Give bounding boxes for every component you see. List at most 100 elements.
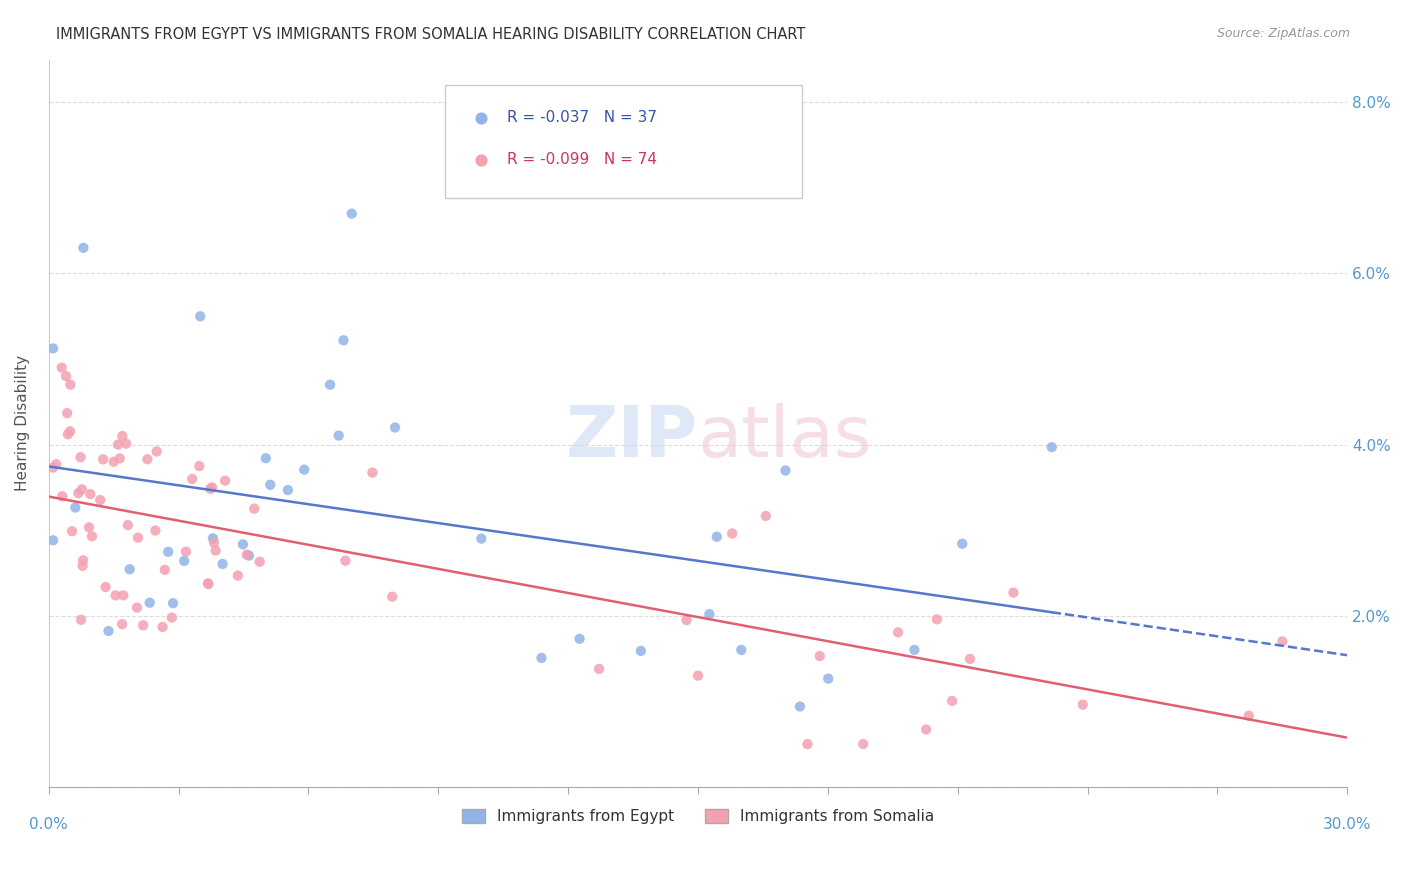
Point xyxy=(162,596,184,610)
Y-axis label: Hearing Disability: Hearing Disability xyxy=(15,355,30,491)
Point xyxy=(153,563,176,577)
Point xyxy=(56,406,79,420)
Point xyxy=(145,444,167,458)
Point xyxy=(941,694,963,708)
Point xyxy=(292,462,315,476)
Point xyxy=(91,452,114,467)
Point xyxy=(45,457,67,471)
Point xyxy=(59,377,82,392)
Point xyxy=(188,310,211,324)
Point xyxy=(107,437,129,451)
Point xyxy=(259,477,281,491)
Text: IMMIGRANTS FROM EGYPT VS IMMIGRANTS FROM SOMALIA HEARING DISABILITY CORRELATION : IMMIGRANTS FROM EGYPT VS IMMIGRANTS FROM… xyxy=(56,27,806,42)
Point xyxy=(55,369,77,384)
Point xyxy=(197,576,219,591)
Point xyxy=(197,577,219,591)
Point xyxy=(77,520,100,534)
Point xyxy=(125,600,148,615)
Point xyxy=(204,543,226,558)
Point xyxy=(65,500,87,515)
Point xyxy=(254,451,277,466)
Point xyxy=(852,737,875,751)
Point xyxy=(755,508,778,523)
Point xyxy=(686,668,709,682)
Point xyxy=(789,699,811,714)
Point xyxy=(72,553,94,567)
Point xyxy=(72,558,94,573)
Point xyxy=(111,429,134,443)
Point xyxy=(238,549,260,563)
Point xyxy=(332,334,354,348)
Point xyxy=(235,548,257,562)
Point xyxy=(59,425,82,439)
Legend: Immigrants from Egypt, Immigrants from Somalia: Immigrants from Egypt, Immigrants from S… xyxy=(456,803,941,830)
Point xyxy=(42,342,65,356)
Point xyxy=(699,607,721,621)
Point xyxy=(117,518,139,533)
Point xyxy=(630,644,652,658)
Text: Source: ZipAtlas.com: Source: ZipAtlas.com xyxy=(1216,27,1350,40)
Point xyxy=(1271,634,1294,648)
Point xyxy=(72,241,94,255)
Text: 0.0%: 0.0% xyxy=(30,817,67,832)
Text: R = -0.037   N = 37: R = -0.037 N = 37 xyxy=(508,111,657,125)
Point xyxy=(89,493,111,508)
Point xyxy=(915,723,938,737)
Point xyxy=(950,537,973,551)
Point xyxy=(817,672,839,686)
Point xyxy=(108,451,131,466)
Point xyxy=(42,533,65,548)
Point xyxy=(202,535,225,549)
Point xyxy=(160,610,183,624)
Point xyxy=(1002,585,1025,599)
Point xyxy=(132,618,155,632)
Point xyxy=(56,427,79,442)
Text: R = -0.099   N = 74: R = -0.099 N = 74 xyxy=(508,153,657,168)
FancyBboxPatch shape xyxy=(444,85,801,198)
Point xyxy=(70,483,93,497)
Point xyxy=(51,360,73,375)
Point xyxy=(157,545,180,559)
Point xyxy=(69,450,91,465)
Point xyxy=(721,526,744,541)
Point xyxy=(340,206,363,220)
Point xyxy=(181,472,204,486)
Point xyxy=(188,459,211,474)
Point xyxy=(173,554,195,568)
Point xyxy=(118,562,141,576)
Point xyxy=(138,596,160,610)
Point xyxy=(111,617,134,632)
Point xyxy=(568,632,591,646)
Point xyxy=(588,662,610,676)
Point xyxy=(277,483,299,497)
Point xyxy=(706,530,728,544)
Point xyxy=(775,463,797,477)
Point xyxy=(60,524,83,539)
Point xyxy=(381,590,404,604)
Point xyxy=(730,643,752,657)
Point xyxy=(530,651,553,665)
Point xyxy=(903,643,925,657)
Point xyxy=(201,531,224,545)
Point xyxy=(79,487,101,501)
Point xyxy=(319,377,342,392)
Point xyxy=(959,652,981,666)
Point xyxy=(1237,708,1260,723)
Point xyxy=(232,537,254,551)
Point xyxy=(1071,698,1094,712)
Point xyxy=(97,624,120,638)
Point xyxy=(152,620,174,634)
Point xyxy=(384,420,406,434)
Point xyxy=(214,474,236,488)
Point xyxy=(42,460,65,475)
Point xyxy=(145,524,167,538)
Point xyxy=(361,466,384,480)
Point xyxy=(328,428,350,442)
Point xyxy=(201,480,224,494)
Point xyxy=(112,588,135,602)
Point xyxy=(808,648,831,663)
Point xyxy=(675,613,697,627)
Point xyxy=(104,588,127,602)
Point xyxy=(136,452,159,467)
Point xyxy=(174,544,197,558)
